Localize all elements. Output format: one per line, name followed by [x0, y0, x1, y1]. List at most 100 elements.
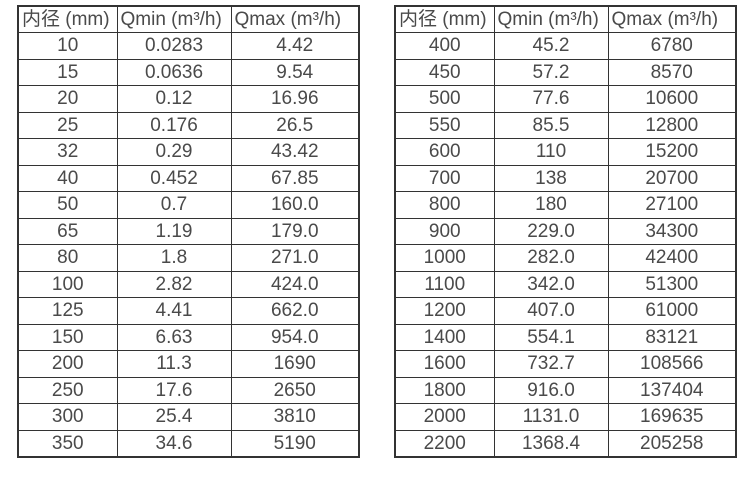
inner-diameter-cell: 700: [394, 164, 495, 192]
qmin-cell: 1.8: [116, 244, 232, 272]
inner-diameter-cell: 1600: [394, 350, 495, 378]
column-header-qmax: Qmax (m³/h): [230, 5, 360, 33]
qmax-cell: 16.96: [230, 85, 360, 113]
qmin-cell: 916.0: [493, 376, 609, 404]
table-row: 1600 732.7 108566: [394, 350, 737, 378]
qmax-cell: 67.85: [230, 164, 360, 192]
qmax-cell: 108566: [607, 350, 737, 378]
qmin-cell: 138: [493, 164, 609, 192]
table-row: 32 0.29 43.42: [17, 138, 360, 166]
inner-diameter-cell: 1100: [394, 270, 495, 298]
qmax-cell: 3810: [230, 403, 360, 431]
table-row: 1400 554.1 83121: [394, 323, 737, 351]
qmax-cell: 424.0: [230, 270, 360, 298]
qmax-cell: 137404: [607, 376, 737, 404]
column-header-qmax: Qmax (m³/h): [607, 5, 737, 33]
header-row: 内径 (mm) Qmin (m³/h) Qmax (m³/h): [394, 5, 737, 33]
inner-diameter-cell: 550: [394, 111, 495, 139]
inner-diameter-cell: 300: [17, 403, 118, 431]
qmin-cell: 17.6: [116, 376, 232, 404]
qmax-cell: 179.0: [230, 217, 360, 245]
qmin-cell: 732.7: [493, 350, 609, 378]
inner-diameter-cell: 1000: [394, 244, 495, 272]
table-row: 125 4.41 662.0: [17, 297, 360, 325]
qmax-cell: 61000: [607, 297, 737, 325]
qmin-cell: 0.452: [116, 164, 232, 192]
table-row: 1200 407.0 61000: [394, 297, 737, 325]
qmax-cell: 10600: [607, 85, 737, 113]
qmin-cell: 45.2: [493, 32, 609, 60]
inner-diameter-cell: 450: [394, 58, 495, 86]
table-row: 800 180 27100: [394, 191, 737, 219]
qmax-cell: 2650: [230, 376, 360, 404]
inner-diameter-cell: 1800: [394, 376, 495, 404]
qmin-cell: 4.41: [116, 297, 232, 325]
qmax-cell: 42400: [607, 244, 737, 272]
flow-table-large-diameters: 内径 (mm) Qmin (m³/h) Qmax (m³/h) 400 45.2 6…: [394, 5, 737, 458]
flow-rate-tables-container: 内径 (mm) Qmin (m³/h) Qmax (m³/h) 10 0.0283…: [17, 5, 737, 458]
qmin-cell: 180: [493, 191, 609, 219]
table-row: 550 85.5 12800: [394, 111, 737, 139]
inner-diameter-cell: 15: [17, 58, 118, 86]
table-row: 200 11.3 1690: [17, 350, 360, 378]
inner-diameter-cell: 10: [17, 32, 118, 60]
qmin-cell: 11.3: [116, 350, 232, 378]
table-row: 15 0.0636 9.54: [17, 58, 360, 86]
inner-diameter-cell: 400: [394, 32, 495, 60]
qmax-cell: 271.0: [230, 244, 360, 272]
table-row: 500 77.6 10600: [394, 85, 737, 113]
table-row: 2200 1368.4 205258: [394, 429, 737, 457]
inner-diameter-cell: 900: [394, 217, 495, 245]
qmin-cell: 110: [493, 138, 609, 166]
qmax-cell: 83121: [607, 323, 737, 351]
qmax-cell: 5190: [230, 429, 360, 457]
table-row: 10 0.0283 4.42: [17, 32, 360, 60]
qmin-cell: 1131.0: [493, 403, 609, 431]
table-row: 350 34.6 5190: [17, 429, 360, 457]
table-row: 40 0.452 67.85: [17, 164, 360, 192]
inner-diameter-cell: 800: [394, 191, 495, 219]
qmax-cell: 27100: [607, 191, 737, 219]
qmax-cell: 160.0: [230, 191, 360, 219]
qmax-cell: 8570: [607, 58, 737, 86]
qmax-cell: 6780: [607, 32, 737, 60]
table-row: 250 17.6 2650: [17, 376, 360, 404]
inner-diameter-cell: 150: [17, 323, 118, 351]
table-body: 400 45.2 6780 450 57.2 8570 500 77.6 10600 550 85.…: [394, 32, 737, 457]
qmin-cell: 0.0636: [116, 58, 232, 86]
table-row: 20 0.12 16.96: [17, 85, 360, 113]
table-row: 600 110 15200: [394, 138, 737, 166]
inner-diameter-cell: 1200: [394, 297, 495, 325]
table-row: 2000 1131.0 169635: [394, 403, 737, 431]
table-row: 100 2.82 424.0: [17, 270, 360, 298]
qmin-cell: 6.63: [116, 323, 232, 351]
inner-diameter-cell: 50: [17, 191, 118, 219]
table-row: 1000 282.0 42400: [394, 244, 737, 272]
qmax-cell: 4.42: [230, 32, 360, 60]
inner-diameter-cell: 250: [17, 376, 118, 404]
header-row: 内径 (mm) Qmin (m³/h) Qmax (m³/h): [17, 5, 360, 33]
qmax-cell: 34300: [607, 217, 737, 245]
inner-diameter-cell: 500: [394, 85, 495, 113]
qmax-cell: 169635: [607, 403, 737, 431]
qmin-cell: 85.5: [493, 111, 609, 139]
table-row: 1800 916.0 137404: [394, 376, 737, 404]
qmin-cell: 407.0: [493, 297, 609, 325]
qmin-cell: 229.0: [493, 217, 609, 245]
inner-diameter-cell: 25: [17, 111, 118, 139]
table-body: 10 0.0283 4.42 15 0.0636 9.54 20 0.12 16.96 25 0.1…: [17, 32, 360, 457]
column-header-inner-diameter: 内径 (mm): [17, 5, 118, 33]
qmin-cell: 2.82: [116, 270, 232, 298]
inner-diameter-cell: 2200: [394, 429, 495, 457]
flow-table-small-diameters: 内径 (mm) Qmin (m³/h) Qmax (m³/h) 10 0.0283…: [17, 5, 360, 458]
inner-diameter-cell: 80: [17, 244, 118, 272]
column-header-qmin: Qmin (m³/h): [493, 5, 609, 33]
table-row: 25 0.176 26.5: [17, 111, 360, 139]
qmin-cell: 0.29: [116, 138, 232, 166]
qmin-cell: 25.4: [116, 403, 232, 431]
qmin-cell: 57.2: [493, 58, 609, 86]
qmin-cell: 554.1: [493, 323, 609, 351]
qmax-cell: 43.42: [230, 138, 360, 166]
qmax-cell: 662.0: [230, 297, 360, 325]
inner-diameter-cell: 65: [17, 217, 118, 245]
